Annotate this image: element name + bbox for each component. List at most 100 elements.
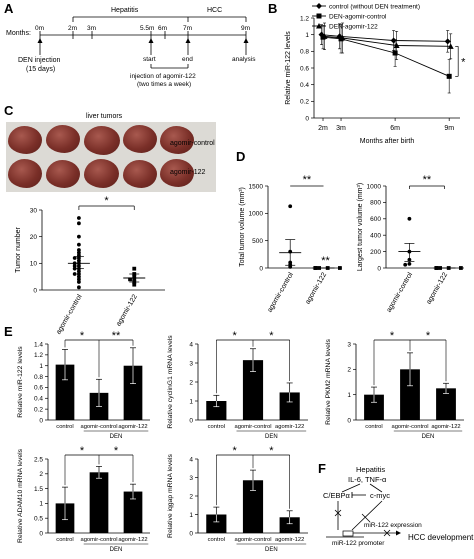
E2-bar	[279, 392, 300, 420]
E4-ytick-label: 1	[39, 501, 43, 508]
D1-point	[288, 265, 293, 269]
D1-ytick-label: 1500	[249, 183, 264, 190]
tick-7m: 7m	[183, 25, 193, 32]
E3-ytick-label: 1	[347, 392, 351, 399]
E1-group-label: DEN	[110, 434, 123, 440]
E1-xtick-label: control	[56, 424, 73, 430]
liver-122-5	[160, 159, 194, 187]
injection-sub-label: (two times a week)	[137, 81, 192, 88]
b-legend-label: DEN-agomir-control	[329, 14, 387, 21]
C-ytick-label: 20	[30, 234, 38, 241]
E1-bar	[55, 364, 75, 420]
f-expression: miR-122 expression	[364, 522, 422, 529]
E1-ytick-label: 0.8	[34, 374, 43, 381]
timeline-svg	[37, 16, 249, 69]
C-point	[77, 216, 81, 220]
C-point	[77, 274, 81, 279]
b-legend-triangle	[316, 23, 322, 29]
b-ytick-label: 1	[305, 32, 309, 39]
D2-ytick-label: 1000	[367, 183, 382, 190]
E3-bar	[436, 388, 456, 420]
E5-ytick-label: 1	[189, 512, 193, 519]
D1-point	[338, 266, 342, 270]
E5-ytick-label: 3	[189, 475, 193, 482]
E2-ytick-label: 3	[189, 360, 193, 367]
liver-control-2	[46, 125, 80, 153]
E3-ytick-label: 0	[347, 417, 351, 424]
den-sub-label: (15 days)	[26, 66, 56, 73]
liver-122-3	[84, 159, 119, 188]
liver-control-4	[123, 125, 157, 153]
E4-xtick-label: agomir-122	[118, 537, 147, 543]
E2-xtick-label: agomir-122	[275, 424, 304, 430]
D2-ylabel: Largest tumor volume (mm³)	[357, 183, 364, 271]
b-legend-label: control (without DEN treatment)	[329, 4, 420, 11]
E1-ytick-label: 0.2	[34, 406, 43, 413]
liver-122-2	[46, 160, 80, 188]
E4-ylabel: Relative ADAM10 mRNA levels	[17, 448, 24, 543]
f-hepatitis: Hepatitis	[356, 465, 386, 474]
D1-point	[288, 204, 293, 209]
chart-e-iqgap: 0 1 2 3 4 Relative iqgap mRNA levels control ag…	[167, 445, 308, 553]
E5-sig-star-2: *	[269, 445, 274, 457]
E2-ytick-label: 2	[189, 379, 193, 386]
E5-bar	[242, 480, 264, 533]
E2-xtick-label: agomir-control	[234, 424, 271, 430]
E4-bar	[89, 472, 109, 533]
b-xlabel: Months after birth	[360, 138, 415, 145]
tick-2m: 2m	[68, 25, 78, 32]
E4-xtick-label: control	[56, 537, 73, 543]
E5-group-label: DEN	[265, 547, 278, 553]
panel-label-f: F	[318, 461, 326, 476]
E3-bar	[364, 394, 384, 420]
C-point	[77, 277, 81, 282]
E1-ytick-label: 0.4	[34, 396, 43, 403]
C-point	[72, 256, 77, 260]
chart-e-adam10: 0 0.5 1 1.5 2 2.5 Relative ADAM10 mRNA levels c…	[17, 445, 150, 553]
b-ytick-label: 0.2	[300, 99, 309, 106]
E4-sig-star-2: *	[114, 445, 119, 457]
C-point	[77, 248, 81, 252]
D2-point	[407, 216, 412, 221]
E5-ytick-label: 4	[189, 456, 193, 463]
C-point	[77, 253, 81, 258]
E1-xtick-label: agomir-control	[80, 424, 117, 430]
E4-ytick-label: 0	[39, 530, 43, 537]
E3-sig-star-1: *	[390, 330, 395, 342]
b-point-square	[392, 50, 398, 56]
b-point-triangle	[339, 35, 346, 41]
tick-9m: 9m	[241, 25, 251, 32]
b-point-diamond	[444, 38, 451, 45]
liver-tumors-title: liver tumors	[86, 113, 123, 120]
tick-0m: 0m	[35, 25, 45, 32]
tick-3m: 3m	[87, 25, 97, 32]
C-point	[77, 272, 81, 276]
D1-ytick-label: 1000	[249, 211, 264, 218]
b-xtick-label: 2m	[318, 125, 328, 132]
D2-ytick-label: 600	[370, 216, 381, 223]
E1-bar	[123, 365, 143, 420]
E3-group-label: DEN	[422, 434, 435, 440]
b-sig-star: *	[461, 56, 466, 68]
b-ytick-label: 0	[305, 115, 309, 122]
b-xtick-label: 9m	[444, 125, 454, 132]
C-point	[77, 269, 81, 274]
injection-label: injection of agomir-122	[130, 73, 196, 80]
D2-ytick-label: 800	[370, 200, 381, 207]
C-point	[77, 250, 81, 255]
D1-ytick-label: 500	[252, 238, 263, 245]
b-ytick-label: 0.4	[300, 82, 309, 89]
b-point-triangle	[321, 33, 328, 39]
D2-point	[459, 266, 463, 270]
C-point	[132, 266, 137, 271]
b-series-line	[324, 35, 451, 47]
E2-bar	[242, 360, 264, 420]
panel-label-e: E	[4, 324, 13, 339]
E1-ylabel: Relative miR-122 levels	[17, 346, 24, 418]
b-ylabel: Relative miR-122 levels	[285, 31, 292, 105]
den-injection-label: DEN injection	[18, 57, 61, 64]
E5-xtick-label: control	[208, 537, 225, 543]
analysis-label: analysis	[232, 56, 256, 63]
C-point	[77, 234, 81, 239]
